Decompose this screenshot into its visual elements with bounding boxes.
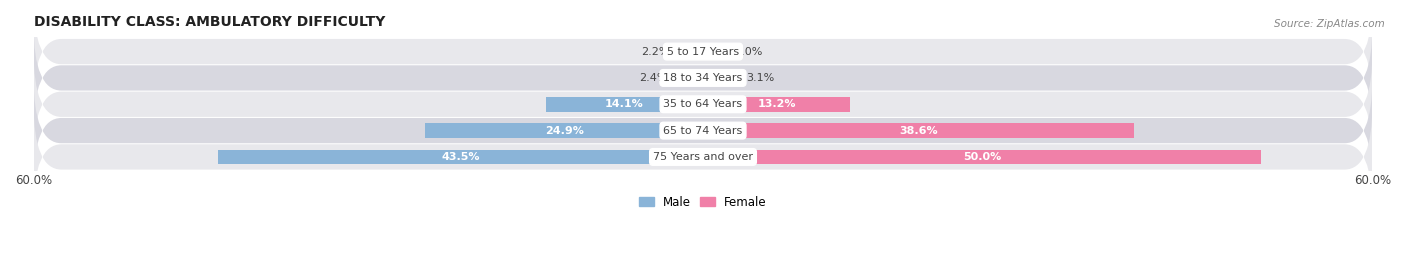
Text: 24.9%: 24.9% (544, 126, 583, 136)
Text: 13.2%: 13.2% (758, 99, 796, 109)
FancyBboxPatch shape (34, 104, 1372, 210)
Bar (425, 123, 703, 138)
Bar (703, 71, 738, 85)
Text: 5 to 17 Years: 5 to 17 Years (666, 47, 740, 57)
Legend: Male, Female: Male, Female (640, 196, 766, 209)
Text: 38.6%: 38.6% (898, 126, 938, 136)
Text: 65 to 74 Years: 65 to 74 Years (664, 126, 742, 136)
FancyBboxPatch shape (34, 51, 1372, 158)
Text: 75 Years and over: 75 Years and over (652, 152, 754, 162)
Text: 18 to 34 Years: 18 to 34 Years (664, 73, 742, 83)
FancyBboxPatch shape (34, 77, 1372, 184)
Text: 2.2%: 2.2% (641, 47, 669, 57)
Bar (703, 150, 1261, 164)
Bar (679, 44, 703, 59)
Text: 35 to 64 Years: 35 to 64 Years (664, 99, 742, 109)
Text: 43.5%: 43.5% (441, 152, 479, 162)
Bar (703, 97, 851, 111)
Text: 14.1%: 14.1% (605, 99, 644, 109)
FancyBboxPatch shape (34, 25, 1372, 131)
Text: 2.4%: 2.4% (638, 73, 668, 83)
Bar (676, 71, 703, 85)
Bar (703, 123, 1133, 138)
Text: DISABILITY CLASS: AMBULATORY DIFFICULTY: DISABILITY CLASS: AMBULATORY DIFFICULTY (34, 15, 385, 29)
Text: 2.0%: 2.0% (734, 47, 762, 57)
Bar (546, 97, 703, 111)
Text: 50.0%: 50.0% (963, 152, 1001, 162)
Text: Source: ZipAtlas.com: Source: ZipAtlas.com (1274, 19, 1385, 29)
Bar (218, 150, 703, 164)
Bar (703, 44, 725, 59)
FancyBboxPatch shape (34, 0, 1372, 105)
Text: 3.1%: 3.1% (747, 73, 775, 83)
